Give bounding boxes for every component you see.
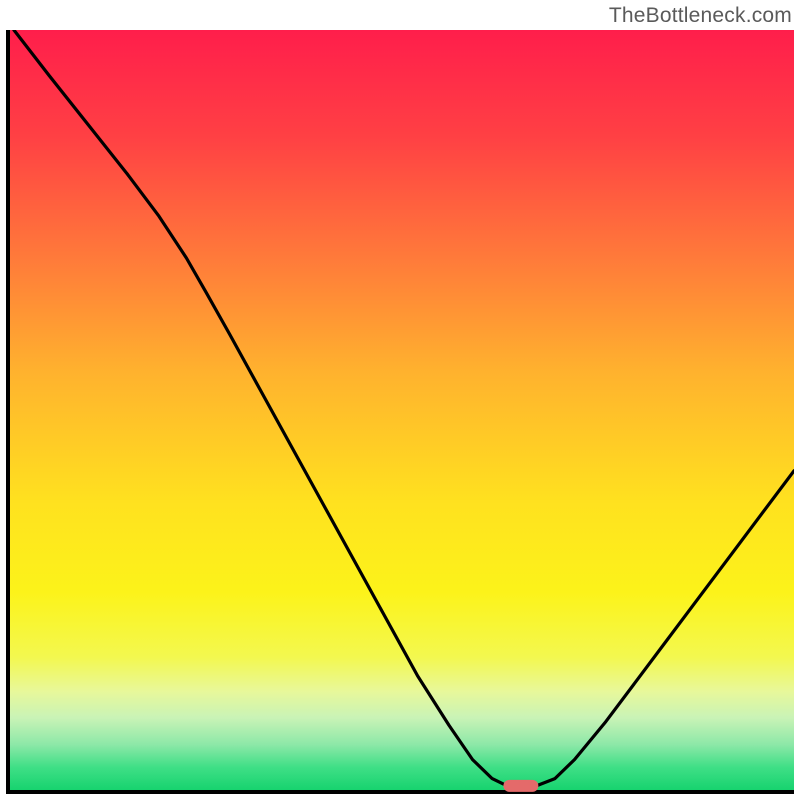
- plot-area: [6, 30, 794, 794]
- bottleneck-chart: TheBottleneck.com: [0, 0, 800, 800]
- optimal-marker: [504, 780, 539, 792]
- watermark-text: TheBottleneck.com: [609, 4, 792, 28]
- bottleneck-curve: [10, 30, 794, 790]
